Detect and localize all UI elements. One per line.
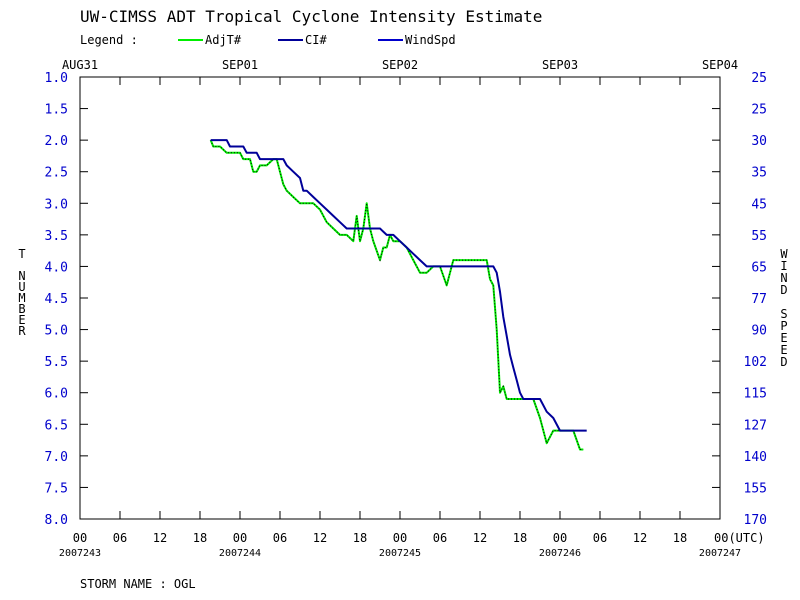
x-tick-label: 12	[153, 531, 167, 545]
left-tick-label: 1.5	[45, 103, 68, 118]
x-tick-label: 12	[473, 531, 487, 545]
right-tick-label: 90	[751, 324, 767, 339]
right-tick-label: 155	[744, 481, 767, 496]
left-tick-label: 3.5	[45, 229, 68, 244]
x-tick-label: 00	[553, 531, 567, 545]
x-tick-label: 06	[113, 531, 127, 545]
x-tick-label: 18	[673, 531, 687, 545]
legend-label: Legend :	[80, 33, 138, 47]
plot-frame	[79, 76, 721, 520]
top-date-label: SEP03	[542, 58, 578, 72]
left-tick-label: 7.0	[45, 450, 68, 465]
x-tick-label: 18	[513, 531, 527, 545]
right-tick-label: 30	[751, 134, 767, 149]
left-tick-label: 2.0	[45, 134, 68, 149]
top-date-label: SEP01	[222, 58, 258, 72]
right-tick-label: 77	[751, 292, 767, 307]
left-tick-label: 5.5	[45, 355, 68, 370]
x-date-label: 2007246	[539, 548, 581, 559]
top-date-labels: AUG31 SEP01 SEP02 SEP03 SEP04	[62, 58, 738, 72]
left-tick-label: 4.5	[45, 292, 68, 307]
series-line-adjt	[209, 139, 584, 451]
storm-name: STORM NAME : OGL	[80, 577, 196, 591]
x-date-labels: 2007243 2007244 2007245 2007246 2007247	[59, 548, 741, 559]
left-tick-label: 3.0	[45, 197, 68, 212]
left-tick-label: 6.5	[45, 418, 68, 433]
x-tick-label: 18	[353, 531, 367, 545]
right-tick-label: 115	[744, 387, 767, 402]
legend-entry-adjt: AdjT#	[205, 33, 242, 47]
x-tick-label: 18	[193, 531, 207, 545]
left-tick-label: 1.0	[45, 71, 68, 86]
series-line-ci	[210, 139, 587, 432]
left-axis-ticks: 1.0 1.5 2.0 2.5 3.0 3.5 4.0 4.5 5.0 5.5 6.0 6.5 7.0 7…	[45, 71, 88, 528]
series-lines	[209, 139, 587, 451]
legend: AdjT# CI# WindSpd	[178, 33, 456, 47]
right-tick-label: 127	[744, 418, 767, 433]
x-tick-label: 00	[233, 531, 247, 545]
right-tick-label: 35	[751, 166, 767, 181]
x-date-label: 2007245	[379, 548, 421, 559]
right-tick-label: 25	[751, 71, 767, 86]
left-tick-label: 7.5	[45, 481, 68, 496]
top-date-label: SEP02	[382, 58, 418, 72]
right-axis-ticks: 25 25 30 35 45 55 65 77 90 102 115 127 140 155 170	[712, 71, 767, 528]
x-tick-label: 00(UTC)	[714, 531, 765, 545]
left-tick-label: 2.5	[45, 166, 68, 181]
x-tick-label: 12	[633, 531, 647, 545]
legend-entry-windspd: WindSpd	[405, 33, 456, 47]
x-date-label: 2007244	[219, 548, 261, 559]
x-tick-label: 00	[393, 531, 407, 545]
right-tick-label: 45	[751, 197, 767, 212]
top-date-label: SEP04	[702, 58, 738, 72]
left-tick-label: 6.0	[45, 387, 68, 402]
right-tick-label: 140	[744, 450, 767, 465]
series-line-adjt-dots	[210, 139, 584, 450]
chart-title: UW-CIMSS ADT Tropical Cyclone Intensity …	[80, 7, 542, 26]
x-tick-label: 06	[433, 531, 447, 545]
right-tick-label: 25	[751, 103, 767, 118]
left-tick-label: 4.0	[45, 260, 68, 275]
x-axis-ticks: 00 06 12 18 00 06 12 18 00 06 12 18 00 06 12 18 00(UTC)	[73, 77, 765, 545]
right-tick-label: 65	[751, 260, 767, 275]
top-date-label: AUG31	[62, 58, 98, 72]
x-tick-label: 06	[273, 531, 287, 545]
x-date-label: 2007247	[699, 548, 741, 559]
right-tick-label: 102	[744, 355, 767, 370]
legend-entry-ci: CI#	[305, 33, 327, 47]
x-tick-label: 12	[313, 531, 327, 545]
left-tick-label: 5.0	[45, 324, 68, 339]
right-tick-label: 55	[751, 229, 767, 244]
x-tick-label: 00	[73, 531, 87, 545]
x-date-label: 2007243	[59, 548, 101, 559]
right-tick-label: 170	[744, 513, 767, 528]
left-tick-label: 8.0	[45, 513, 68, 528]
x-tick-label: 06	[593, 531, 607, 545]
